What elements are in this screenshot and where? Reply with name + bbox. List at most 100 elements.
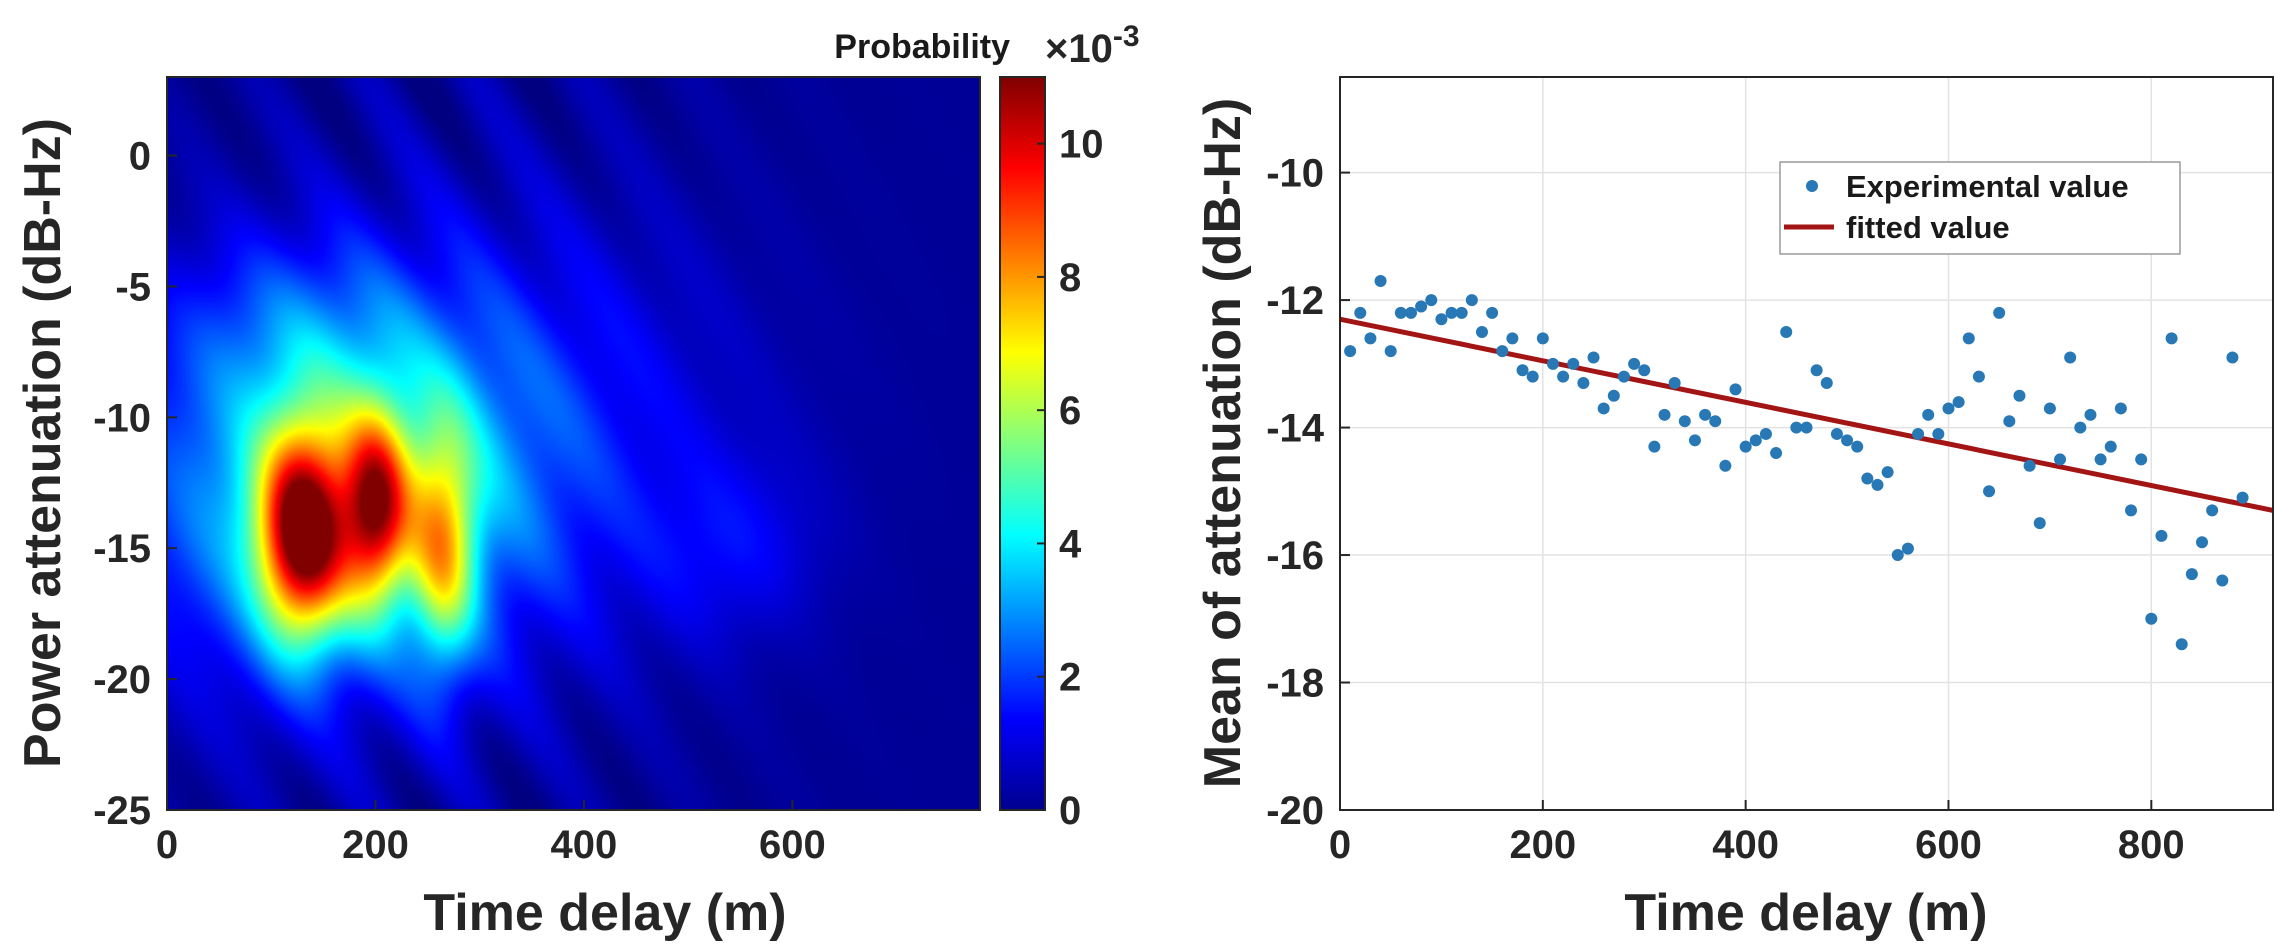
scatter-y-axis-label: Mean of attenuation (dB-Hz) bbox=[1194, 98, 1252, 788]
colorbar-tick-label: 0 bbox=[1059, 789, 1081, 833]
scatter-point bbox=[2013, 389, 2026, 402]
scatter-point bbox=[1354, 306, 1367, 319]
colorbar-tick-label: 10 bbox=[1059, 123, 1104, 167]
scatter-point bbox=[2216, 574, 2229, 587]
scatter-point bbox=[2185, 568, 2198, 581]
scatter-point bbox=[2074, 421, 2087, 434]
colorbar-tick-label: 2 bbox=[1059, 656, 1081, 700]
scatter-point bbox=[1922, 408, 1935, 421]
heatmap-y-tick-label: -25 bbox=[93, 789, 151, 833]
scatter-point bbox=[1993, 306, 2006, 319]
heatmap-x-axis-label: Time delay (m) bbox=[423, 884, 786, 942]
scatter-point bbox=[1364, 332, 1377, 345]
scatter-point bbox=[2135, 453, 2148, 466]
scatter-point bbox=[2003, 415, 2016, 428]
heatmap-x-tick-label: 200 bbox=[342, 823, 409, 867]
scatter-y-tick-label: -16 bbox=[1266, 534, 1324, 578]
scatter-point bbox=[2064, 351, 2077, 364]
heatmap-y-tick-label: -5 bbox=[115, 265, 151, 309]
scatter-point bbox=[1415, 300, 1428, 313]
heatmap-y-tick-label: -15 bbox=[93, 527, 151, 571]
scatter-point bbox=[1688, 434, 1701, 447]
scatter-point bbox=[2155, 529, 2168, 542]
colorbar-tick-label: 4 bbox=[1059, 522, 1082, 566]
scatter-point bbox=[1486, 306, 1499, 319]
colorbar-gradient bbox=[999, 76, 1046, 811]
scatter-point bbox=[1699, 408, 1712, 421]
scatter-point bbox=[2236, 491, 2249, 504]
scatter-y-tick-label: -18 bbox=[1266, 662, 1324, 706]
scatter-point bbox=[1678, 415, 1691, 428]
heatmap-y-tick-label: 0 bbox=[129, 135, 151, 179]
scatter-point bbox=[1465, 294, 1478, 307]
scatter-y-tick-label: -12 bbox=[1266, 279, 1324, 323]
scatter-point bbox=[1344, 345, 1357, 358]
scatter-points-layer bbox=[1344, 274, 2249, 651]
scatter-point bbox=[1587, 351, 1600, 364]
heatmap-y-axis-label: Power attenuation (dB-Hz) bbox=[14, 118, 72, 768]
legend: Experimental value fitted value bbox=[1779, 161, 2181, 255]
heatmap-panel: 0 -5 -10 -15 -20 -25 0 200 400 600 Time delay (m… bbox=[14, 76, 981, 942]
scatter-point bbox=[1638, 364, 1651, 377]
legend-label-fitted: fitted value bbox=[1846, 210, 2010, 245]
scatter-point bbox=[1557, 370, 1570, 383]
scatter-point bbox=[1567, 357, 1580, 370]
scatter-point bbox=[1851, 440, 1864, 453]
fitted-line-layer bbox=[1340, 316, 2273, 513]
scatter-point bbox=[1425, 294, 1438, 307]
heatmap-x-tick-label: 600 bbox=[759, 823, 826, 867]
scatter-point bbox=[1577, 376, 1590, 389]
scatter-point bbox=[1445, 306, 1458, 319]
scatter-point bbox=[1881, 466, 1894, 479]
scatter-point bbox=[1506, 332, 1519, 345]
scatter-point bbox=[1628, 357, 1641, 370]
scatter-point bbox=[1658, 408, 1671, 421]
scatter-point bbox=[2175, 638, 2188, 651]
scatter-point bbox=[1912, 427, 1925, 440]
scatter-point bbox=[2226, 351, 2239, 364]
scatter-point bbox=[1607, 389, 1620, 402]
scatter-point bbox=[1536, 332, 1549, 345]
colorbar-ticks: 0 2 4 6 8 10 bbox=[1037, 123, 1104, 833]
scatter-point bbox=[2023, 459, 2036, 472]
scatter-x-tick-label: 200 bbox=[1509, 823, 1576, 867]
scatter-point bbox=[1374, 274, 1387, 287]
legend-box bbox=[1779, 161, 2181, 255]
scatter-point bbox=[1597, 402, 1610, 415]
scatter-y-tick-label: -20 bbox=[1266, 789, 1324, 833]
scatter-y-ticks: -10 -12 -14 -16 -18 -20 bbox=[1266, 152, 1350, 833]
scatter-point bbox=[1435, 313, 1448, 326]
scatter-x-tick-label: 0 bbox=[1329, 823, 1351, 867]
scatter-point bbox=[1749, 434, 1762, 447]
scatter-point bbox=[1384, 345, 1397, 358]
heatmap-density-image bbox=[167, 77, 980, 810]
heatmap-y-tick-label: -20 bbox=[93, 658, 151, 702]
colorbar-exponent: -3 bbox=[1113, 20, 1140, 53]
scatter-point bbox=[1475, 325, 1488, 338]
scatter-point bbox=[1962, 332, 1975, 345]
scatter-point bbox=[1952, 396, 1965, 409]
scatter-point bbox=[1648, 440, 1661, 453]
scatter-point bbox=[2084, 408, 2097, 421]
scatter-point bbox=[1719, 459, 1732, 472]
scatter-panel: -10 -12 -14 -16 -18 -20 0 200 400 600 800 Time de… bbox=[1194, 76, 2274, 942]
svg-text:×10-3: ×10-3 bbox=[1045, 20, 1140, 71]
scatter-point bbox=[1983, 485, 1996, 498]
scatter-point bbox=[1709, 415, 1722, 428]
colorbar-title: Probability bbox=[834, 28, 1010, 66]
scatter-point bbox=[1759, 427, 1772, 440]
scatter-point bbox=[1516, 364, 1529, 377]
scatter-point bbox=[1394, 306, 1407, 319]
scatter-x-tick-label: 400 bbox=[1712, 823, 1779, 867]
scatter-point bbox=[1668, 376, 1681, 389]
heatmap-frame bbox=[166, 76, 981, 811]
scatter-point bbox=[1942, 402, 1955, 415]
scatter-point bbox=[1841, 434, 1854, 447]
scatter-point bbox=[1729, 383, 1742, 396]
scatter-point bbox=[1820, 376, 1833, 389]
scatter-point bbox=[1871, 478, 1884, 491]
scatter-point bbox=[2114, 402, 2127, 415]
scatter-point bbox=[1830, 427, 1843, 440]
scatter-y-tick-label: -10 bbox=[1266, 152, 1324, 196]
